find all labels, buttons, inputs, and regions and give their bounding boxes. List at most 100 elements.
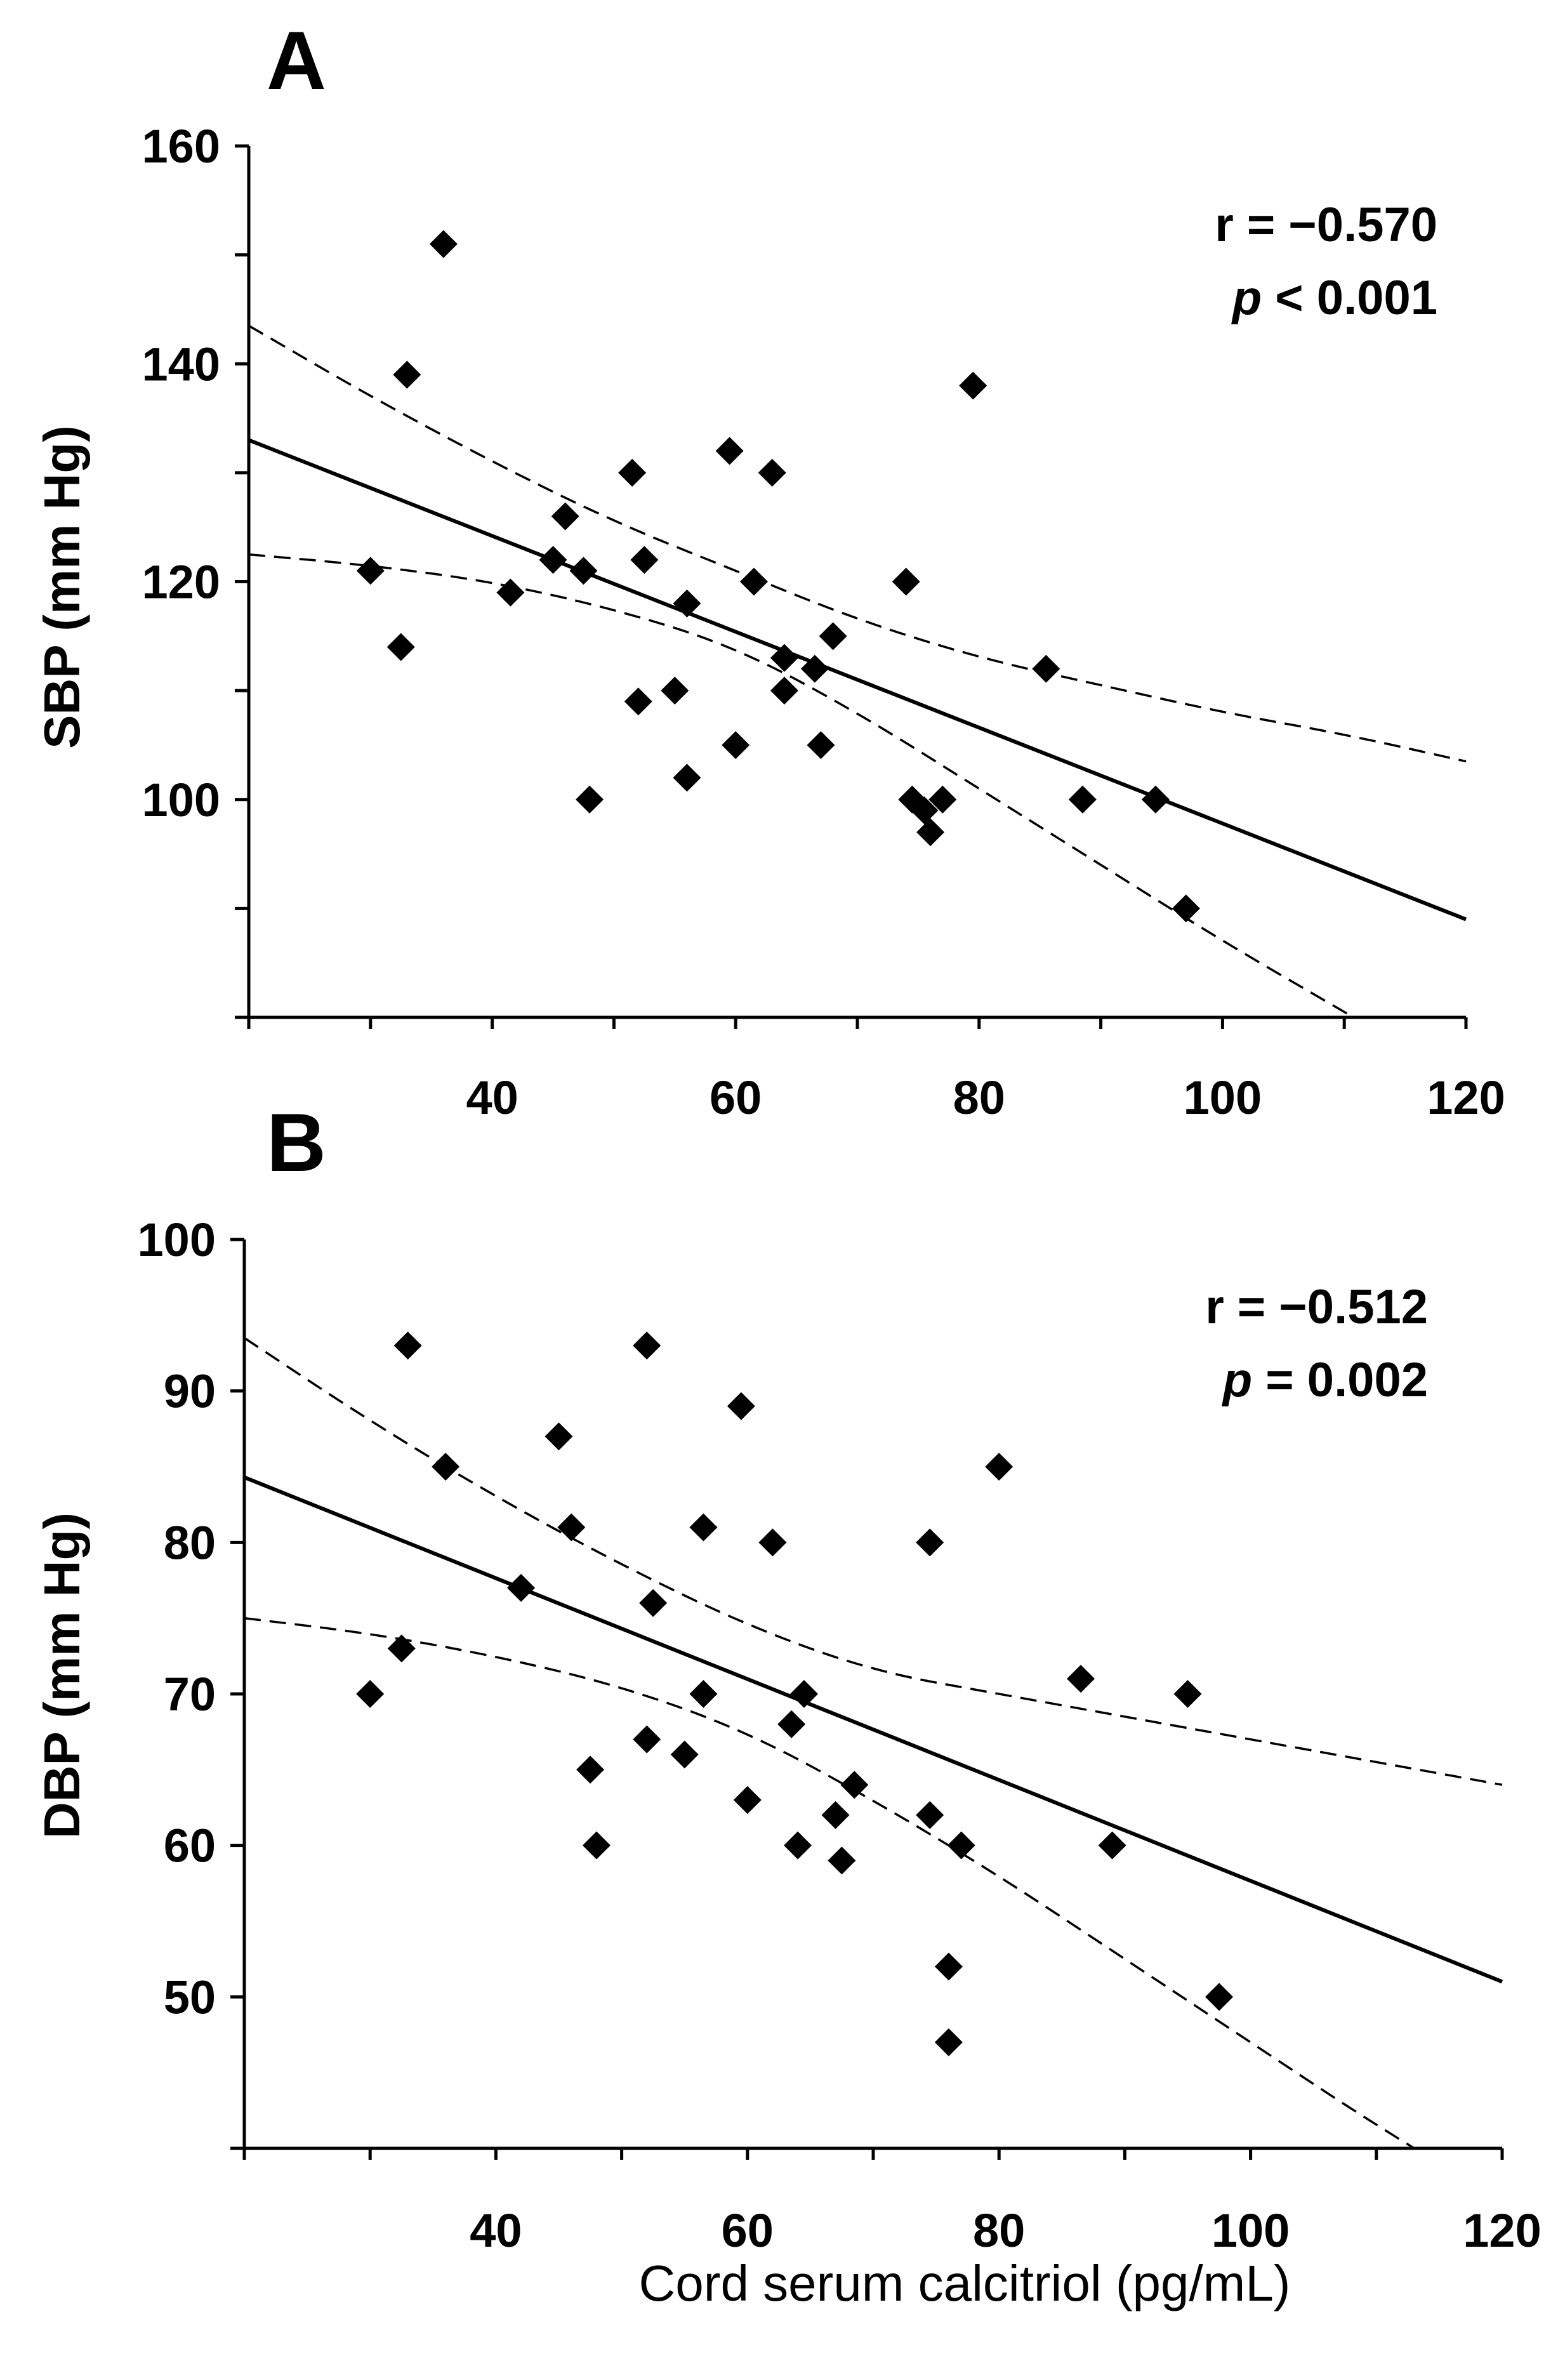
panel-a-data-point xyxy=(539,546,567,574)
panel-b-r-value: r = −0.512 xyxy=(1205,1280,1428,1334)
panel-b-y-tick-label: 90 xyxy=(164,1365,216,1418)
panel-b-p-text: = 0.002 xyxy=(1252,1353,1428,1407)
panel-a-data-point xyxy=(910,796,939,824)
panel-b-y-tick-label: 50 xyxy=(164,1971,216,2023)
x-axis-label: Cord serum calcitriol (pg/mL) xyxy=(639,2255,1291,2311)
panel-a-data-point xyxy=(618,458,647,487)
panel-a-data-point xyxy=(739,567,768,596)
panel-a-data-point xyxy=(1172,894,1200,923)
panel-a-scatter-chart: A r = −0.570 p < 0.001 SBP (mm Hg) 100 12… xyxy=(34,14,1505,1124)
panel-b-data-point xyxy=(633,1332,661,1360)
panel-b-data-point xyxy=(947,1831,975,1860)
panel-b-data-point xyxy=(1067,1665,1095,1693)
panel-a-data-point xyxy=(807,731,835,759)
panel-a-data-point xyxy=(673,589,701,618)
panel-b-data-point xyxy=(557,1513,586,1542)
panel-b-data-point xyxy=(689,1680,718,1708)
panel-a-x-tick-label: 60 xyxy=(710,1071,762,1124)
panel-a-letter: A xyxy=(267,14,326,107)
panel-a-data-point xyxy=(1141,785,1170,814)
panel-b-data-point xyxy=(576,1755,605,1784)
panel-a-data-point xyxy=(356,557,385,585)
panel-a-x-tick-label: 120 xyxy=(1427,1071,1505,1124)
panel-b-data-point xyxy=(934,2028,963,2056)
panel-b-x-tick-label: 40 xyxy=(470,2204,522,2257)
panel-b-data-point xyxy=(639,1589,668,1617)
panel-b-data-point xyxy=(985,1453,1013,1481)
panel-b-x-tick-label: 80 xyxy=(973,2204,1025,2257)
panel-a-data-point xyxy=(892,567,920,596)
panel-a-data-point xyxy=(576,785,604,814)
panel-b-x-tick-label: 60 xyxy=(722,2204,774,2257)
panel-a-ci-upper-line xyxy=(249,324,1467,763)
panel-a-p-symbol: p xyxy=(1231,271,1262,325)
panel-b-data-point xyxy=(916,1801,944,1829)
panel-b-p-symbol: p xyxy=(1222,1353,1252,1407)
panel-a-data-point xyxy=(928,785,957,814)
panel-b-y-tick-label: 100 xyxy=(138,1213,216,1266)
panel-b-y-axis-label: DBP (mm Hg) xyxy=(34,1512,90,1839)
panel-a-data-point xyxy=(624,687,652,716)
panel-b-p-value: p = 0.002 xyxy=(1222,1353,1428,1407)
panel-b-scatter-chart: B r = −0.512 p = 0.002 DBP (mm Hg) Cord … xyxy=(34,1096,1541,2311)
panel-b-data-point xyxy=(393,1332,422,1360)
panel-a-data-point xyxy=(386,633,415,661)
panel-b-y-tick-label: 70 xyxy=(164,1668,216,1721)
panel-a-data-point xyxy=(661,677,689,705)
panel-b-data-point xyxy=(689,1513,718,1542)
panel-a-data-point xyxy=(569,557,598,585)
panel-a-y-tick-label: 120 xyxy=(142,556,220,609)
panel-b-data-point xyxy=(733,1786,762,1815)
panel-a-data-point xyxy=(959,371,987,400)
panel-b-x-tick-label: 120 xyxy=(1463,2204,1541,2257)
panel-b-data-point xyxy=(670,1740,699,1769)
panel-a-data-point xyxy=(393,360,421,389)
panel-a-data-point xyxy=(758,458,786,487)
panel-b-data-point xyxy=(582,1831,611,1860)
panel-a-y-tick-label: 140 xyxy=(142,338,220,390)
panel-b-data-point xyxy=(1205,1983,1234,2011)
panel-b-data-point xyxy=(432,1453,460,1481)
panel-b-data-point xyxy=(828,1846,856,1875)
panel-a-r-value: r = −0.570 xyxy=(1215,198,1437,252)
panel-b-data-point xyxy=(916,1528,944,1557)
panel-b-data-point xyxy=(789,1680,818,1708)
panel-a-data-point xyxy=(551,502,579,531)
panel-b-data-point xyxy=(1173,1680,1202,1708)
panel-a-data-point xyxy=(819,622,847,651)
panel-b-data-point xyxy=(727,1392,755,1420)
panel-b-data-point xyxy=(784,1831,812,1860)
panel-a-data-point xyxy=(429,230,458,258)
panel-a-y-tick-label: 100 xyxy=(142,774,220,826)
panel-a-data-point xyxy=(916,818,945,847)
panel-b-data-point xyxy=(758,1528,787,1557)
panel-a-data-point xyxy=(673,764,701,792)
panel-a-y-tick-label: 160 xyxy=(142,120,220,173)
panel-b-y-tick-label: 80 xyxy=(164,1516,216,1569)
panel-a-p-value: p < 0.001 xyxy=(1231,271,1437,325)
panel-b-ci-lower-line xyxy=(244,1616,1416,2148)
panel-a-data-point xyxy=(770,644,798,672)
panel-a-data-point xyxy=(1032,654,1060,683)
panel-a-p-text: < 0.001 xyxy=(1262,271,1437,325)
panel-b-data-point xyxy=(840,1771,869,1799)
panel-a-x-tick-label: 100 xyxy=(1184,1071,1262,1124)
panel-b-letter: B xyxy=(267,1096,326,1189)
panel-b-data-point xyxy=(1098,1831,1126,1860)
panel-b-y-tick-label: 60 xyxy=(164,1820,216,1872)
panel-b-data-point xyxy=(934,1952,963,1981)
panel-a-y-axis-label: SBP (mm Hg) xyxy=(34,425,90,749)
panel-a-x-tick-label: 80 xyxy=(953,1071,1005,1124)
panel-a-x-tick-label: 40 xyxy=(466,1071,518,1124)
panel-a-data-point xyxy=(770,677,798,705)
panel-b-data-point xyxy=(821,1801,850,1829)
panel-a-data-point xyxy=(800,654,829,683)
panel-a-data-point xyxy=(715,437,744,465)
panel-b-data-point xyxy=(356,1680,385,1708)
panel-b-regression-line xyxy=(243,1475,1503,1984)
panel-a-ci-lower-line xyxy=(249,553,1356,1017)
panel-a-regression-line xyxy=(248,438,1467,922)
panel-b-data-point xyxy=(387,1634,416,1663)
panel-b-x-tick-label: 100 xyxy=(1211,2204,1290,2257)
